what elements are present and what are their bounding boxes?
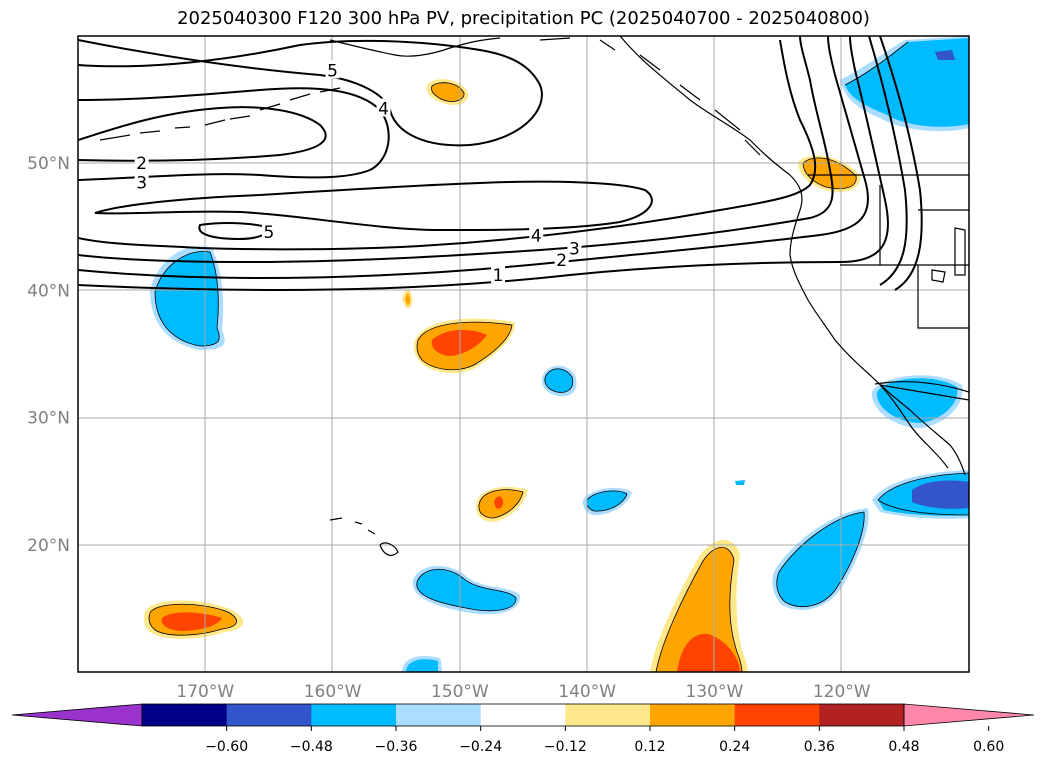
precip-strong-negative-region — [935, 50, 955, 60]
precip-strong-positive-region — [161, 612, 222, 631]
precip-negative-region — [416, 569, 517, 611]
contour-label-background — [134, 172, 149, 191]
colorbar-swatch — [819, 704, 905, 726]
precip-strong-negative-region — [912, 480, 969, 509]
colorbar-tick-label: −0.36 — [375, 739, 418, 755]
pv-contour-label: 2 — [136, 154, 147, 174]
precip-negative-region — [544, 368, 573, 393]
pv-contours — [78, 36, 923, 292]
colorbar-tick-label: −0.24 — [459, 739, 502, 755]
precip-negative-region — [155, 251, 220, 346]
colorbar-swatch — [734, 704, 820, 726]
colorbar-swatch — [396, 704, 482, 726]
colorbar-extend-high — [903, 703, 1035, 727]
pv-contour-label: 3 — [136, 173, 147, 193]
pv-contour-label: 4 — [378, 100, 389, 120]
colorbar-outline — [141, 703, 905, 727]
contour-label-background — [554, 249, 569, 268]
colorbar-swatch — [480, 704, 566, 726]
pv-contour-label: 2 — [556, 251, 567, 271]
colorbar-swatch — [650, 704, 736, 726]
colorbar-tick-label: 0.24 — [719, 739, 750, 755]
longitude-label: 140°W — [558, 682, 616, 702]
precip-negative-region — [735, 480, 745, 485]
latitude-label: 30°N — [27, 409, 70, 429]
contour-label-background — [567, 238, 582, 257]
longitude-label: 130°W — [686, 682, 744, 702]
colorbar-tick-label: −0.60 — [205, 739, 248, 755]
precip-strong-positive-region — [431, 329, 487, 356]
colorbar-tick-label: 0.60 — [973, 739, 1004, 755]
colorbar-tick-label: −0.12 — [544, 739, 587, 755]
precip-shading — [143, 36, 969, 672]
colorbar-tick-label: 0.36 — [804, 739, 835, 755]
colorbar — [11, 703, 1035, 727]
longitude-label: 150°W — [431, 682, 489, 702]
contour-label-background — [491, 265, 506, 284]
pv-contour-label: 3 — [569, 239, 580, 259]
map-title: 2025040300 F120 300 hPa PV, precipitatio… — [177, 8, 870, 29]
precip-negative-region — [876, 378, 958, 423]
colorbar-tick-label: 0.48 — [888, 739, 919, 755]
contour-label-background — [134, 153, 149, 172]
latitude-label: 40°N — [27, 281, 70, 301]
latitude-label: 50°N — [27, 154, 70, 174]
colorbar-swatch — [565, 704, 651, 726]
longitude-label: 120°W — [813, 682, 871, 702]
coastlines — [99, 36, 969, 556]
precip-strong-positive-region — [494, 496, 504, 509]
precip-negative-region — [586, 490, 627, 512]
latitude-label: 20°N — [27, 536, 70, 556]
precip-outlines — [148, 41, 969, 672]
longitude-labels: 170°W 160°W 150°W 140°W 130°W 120°W — [176, 682, 870, 702]
colorbar-swatch — [226, 704, 312, 726]
contour-label-background — [261, 221, 276, 240]
latitude-labels: 50°N 40°N 30°N 20°N — [27, 154, 70, 556]
precip-positive-region — [405, 293, 411, 306]
colorbar-tick-label: −0.48 — [290, 739, 333, 755]
longitude-label: 170°W — [176, 682, 234, 702]
map-frame — [77, 35, 970, 673]
longitude-label: 160°W — [304, 682, 362, 702]
pv-contour-label: 1 — [493, 266, 504, 286]
pv-contour-label: 4 — [531, 227, 542, 247]
precip-negative-region — [776, 512, 865, 607]
colorbar-tick-label: 0.12 — [634, 739, 665, 755]
colorbar-swatch — [311, 704, 397, 726]
precip-strong-positive-region — [677, 633, 740, 672]
colorbar-ticks: −0.60 −0.48 −0.36 −0.24 −0.12 0.12 0.24 0.36 0.4… — [205, 726, 1004, 755]
precip-negative-region — [406, 659, 438, 672]
pv-contour-label: 5 — [327, 61, 338, 81]
precip-positive-region — [431, 82, 465, 102]
colorbar-extend-low — [11, 703, 143, 727]
contour-label-background — [529, 225, 544, 244]
gridlines — [78, 36, 969, 672]
contour-label-background — [376, 98, 391, 117]
contour-label-background — [325, 60, 340, 79]
colorbar-swatch — [142, 704, 228, 726]
precip-negative-region — [845, 38, 969, 127]
pv-contour-label: 5 — [264, 223, 275, 243]
